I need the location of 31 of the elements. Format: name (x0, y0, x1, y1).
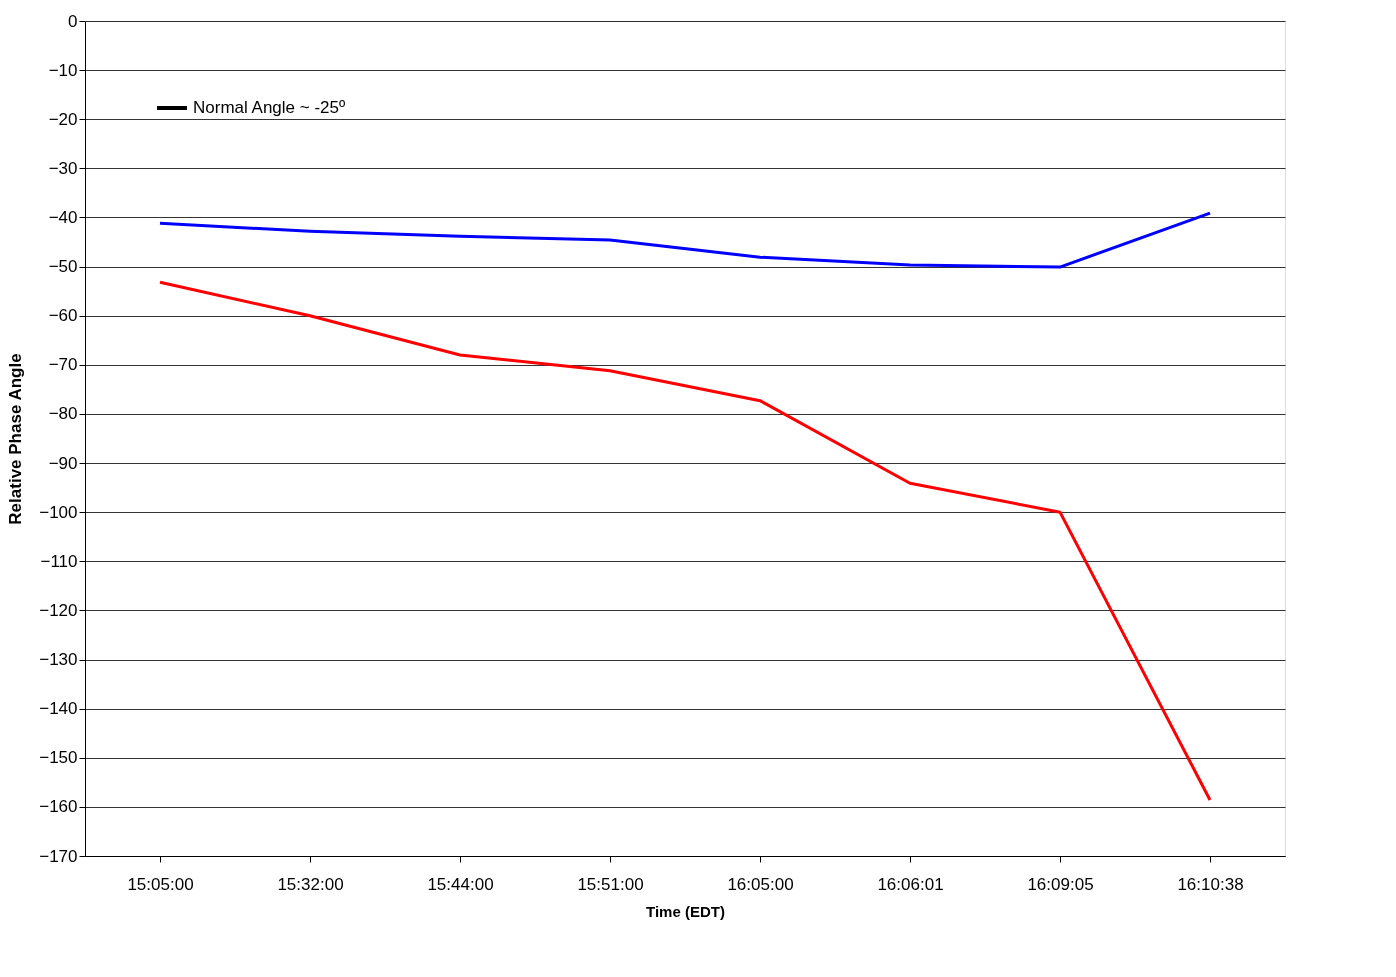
x-axis-title: Time (EDT) (646, 902, 725, 920)
x-tick-label: 16:06:01 (877, 874, 944, 894)
y-tick-label: −150 (39, 748, 78, 768)
y-tick-label: −60 (48, 306, 78, 326)
y-axis-title: Relative Phase Angle (6, 353, 26, 525)
x-tick-label: 15:44:00 (427, 874, 494, 894)
y-tick-label: −120 (39, 600, 78, 620)
x-tick-label: 15:51:00 (577, 874, 644, 894)
x-tick-label: 15:32:00 (277, 874, 344, 894)
y-tick-label: −40 (48, 207, 78, 227)
line-series (158, 211, 1212, 269)
y-tick-label: −140 (39, 699, 78, 719)
y-tick-label: −90 (48, 453, 78, 473)
legend-label: Normal Angle ~ -25º (193, 98, 346, 117)
y-tick-label: −20 (48, 109, 78, 129)
x-tick-label: 16:09:05 (1027, 874, 1094, 894)
y-tick-label: −170 (39, 846, 78, 866)
y-tick-label: −50 (48, 257, 78, 277)
y-tick-label: −10 (48, 60, 78, 80)
x-tick-label: 16:10:38 (1177, 874, 1244, 894)
y-tick-label: −110 (40, 551, 78, 571)
y-tick-label: 0 (68, 11, 78, 31)
y-tick-label: −160 (39, 797, 78, 817)
x-tick-label: 15:05:00 (127, 874, 194, 894)
line-series (158, 280, 1212, 802)
y-tick-label: −80 (48, 404, 78, 424)
y-tick-label: −30 (48, 158, 78, 178)
y-tick-label: −130 (39, 650, 78, 670)
x-tick-label: 16:05:00 (727, 874, 794, 894)
y-tick-label: −100 (39, 502, 78, 522)
y-tick-label: −70 (48, 355, 78, 375)
